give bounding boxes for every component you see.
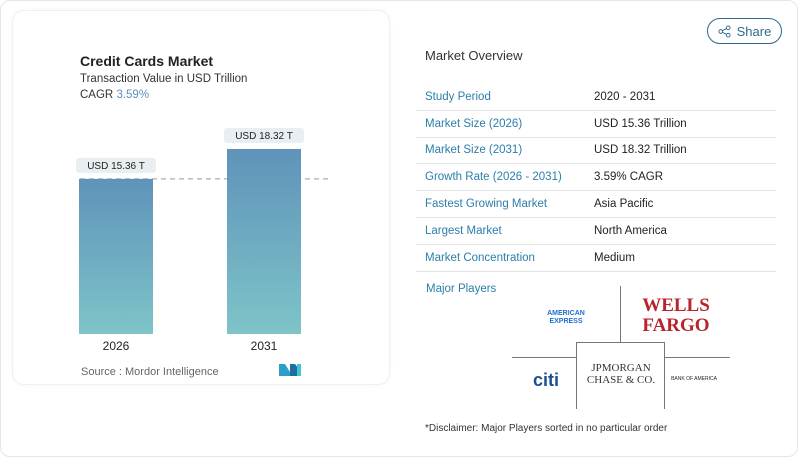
bar-chart: USD 15.36 T 2026 USD 18.32 T 2031 xyxy=(76,127,330,353)
overview-row: Market Concentration Medium xyxy=(416,245,776,272)
share-label: Share xyxy=(736,23,772,39)
data-label-bg xyxy=(76,157,156,173)
cagr-value: 3.59% xyxy=(116,89,150,101)
overview-row: Market Size (2026) USD 15.36 Trillion xyxy=(416,111,776,138)
chart-cagr: CAGR 3.59% xyxy=(80,89,149,101)
jpmorgan-logo: JPMORGAN CHASE & CO. xyxy=(586,362,656,386)
row-label: Study Period xyxy=(425,90,491,103)
row-label: Growth Rate (2026 - 2031) xyxy=(425,171,562,184)
source-text: Source : Mordor Intelligence xyxy=(81,366,219,378)
row-label: Market Concentration xyxy=(425,251,535,264)
chart-title: Credit Cards Market xyxy=(80,53,214,69)
overview-table: Study Period 2020 - 2031 Market Size (2026… xyxy=(416,84,776,272)
share-icon xyxy=(718,24,731,38)
row-value: USD 18.32 Trillion xyxy=(594,144,687,157)
row-label: Largest Market xyxy=(425,224,502,237)
bar-2026 xyxy=(79,178,153,334)
overview-row: Fastest Growing Market Asia Pacific xyxy=(416,191,776,218)
data-label: USD 15.36 T xyxy=(87,161,145,172)
divider xyxy=(664,357,730,358)
row-label: Market Size (2031) xyxy=(425,144,523,157)
row-value: USD 15.36 Trillion xyxy=(594,117,687,130)
overview-title: Market Overview xyxy=(425,48,523,63)
row-value: North America xyxy=(594,224,667,237)
bank-of-america-logo: BANK OF AMERICA xyxy=(671,376,717,382)
chart-card xyxy=(12,10,390,385)
overview-row: Largest Market North America xyxy=(416,218,776,245)
row-value: 3.59% CAGR xyxy=(594,171,664,184)
disclaimer: *Disclaimer: Major Players sorted in no … xyxy=(425,423,668,434)
chart-subtitle: Transaction Value in USD Trillion xyxy=(80,73,248,85)
row-value: 2020 - 2031 xyxy=(594,90,656,103)
data-label: USD 18.32 T xyxy=(235,131,293,142)
mordor-logo-icon xyxy=(279,364,301,376)
row-label: Market Size (2026) xyxy=(425,117,523,130)
wells-fargo-logo: WELLS FARGO xyxy=(642,295,710,336)
row-label: Fastest Growing Market xyxy=(425,198,548,211)
logo-box xyxy=(576,342,665,409)
row-value: Medium xyxy=(594,251,635,264)
overview-row: Growth Rate (2026 - 2031) 3.59% CAGR xyxy=(416,164,776,192)
overview-row: Study Period 2020 - 2031 xyxy=(416,84,776,111)
row-value: Asia Pacific xyxy=(594,198,654,211)
share-button[interactable]: Share xyxy=(707,18,782,44)
major-players-title: Major Players xyxy=(426,283,497,295)
data-label-bg xyxy=(224,127,304,143)
bar-2031 xyxy=(227,148,301,334)
citi-logo: citi xyxy=(532,370,559,390)
x-tick-label: 2026 xyxy=(103,339,130,353)
x-tick-label: 2031 xyxy=(251,339,278,353)
divider xyxy=(620,286,621,343)
amex-logo: AMERICAN EXPRESS xyxy=(547,310,585,325)
cagr-label: CAGR xyxy=(80,89,114,101)
overview-row: Market Size (2031) USD 18.32 Trillion xyxy=(416,138,776,165)
divider xyxy=(512,357,576,358)
